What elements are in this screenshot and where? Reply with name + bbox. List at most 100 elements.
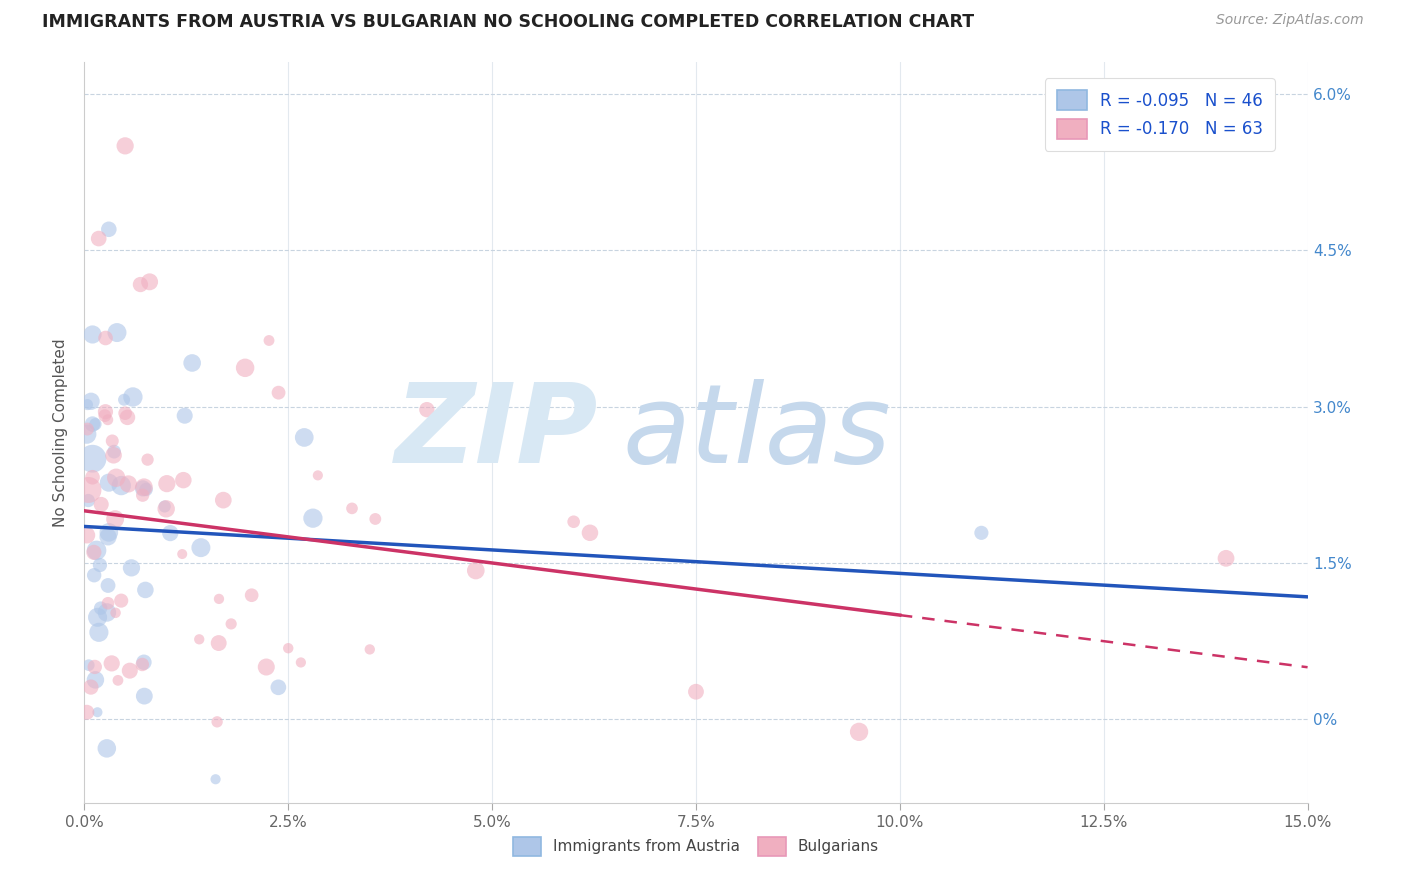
Point — [76, 706, 98, 720]
Point — [481, 435, 503, 450]
Point — [86, 610, 108, 624]
Point — [135, 483, 157, 497]
Text: atlas: atlas — [623, 379, 891, 486]
Y-axis label: No Schooling Completed: No Schooling Completed — [53, 338, 69, 527]
Point — [131, 657, 153, 672]
Point — [94, 331, 117, 345]
Point — [129, 277, 152, 292]
Point — [94, 409, 117, 423]
Point — [562, 515, 585, 529]
Point — [114, 406, 136, 420]
Point — [290, 656, 312, 670]
Point — [122, 390, 145, 404]
Point — [159, 526, 181, 541]
Point — [87, 231, 110, 245]
Point — [77, 493, 100, 508]
Point — [82, 327, 104, 342]
Point — [464, 564, 486, 578]
Point — [267, 681, 290, 695]
Point — [579, 525, 602, 540]
Point — [76, 422, 98, 436]
Point — [114, 139, 136, 153]
Point — [117, 410, 139, 425]
Point — [205, 714, 228, 729]
Point — [156, 476, 179, 491]
Point — [233, 360, 256, 375]
Point — [219, 616, 242, 631]
Point — [89, 558, 111, 572]
Point — [132, 655, 155, 669]
Point — [134, 689, 156, 703]
Point — [359, 642, 381, 657]
Point — [110, 478, 132, 492]
Point — [97, 525, 120, 540]
Point — [103, 444, 125, 458]
Point — [96, 741, 118, 756]
Point — [101, 434, 124, 448]
Point — [97, 578, 120, 592]
Point — [240, 588, 263, 602]
Point — [76, 427, 98, 442]
Point — [83, 568, 105, 582]
Point — [112, 392, 135, 407]
Point — [90, 497, 112, 511]
Point — [364, 512, 387, 526]
Point — [134, 582, 156, 597]
Legend: Immigrants from Austria, Bulgarians: Immigrants from Austria, Bulgarians — [508, 831, 884, 862]
Point — [103, 448, 125, 462]
Point — [84, 673, 107, 687]
Point — [97, 222, 120, 236]
Point — [155, 501, 177, 516]
Point — [105, 471, 128, 485]
Text: Source: ZipAtlas.com: Source: ZipAtlas.com — [1216, 13, 1364, 28]
Point — [97, 413, 120, 427]
Point — [86, 543, 108, 558]
Point — [208, 636, 231, 650]
Point — [173, 409, 195, 423]
Point — [110, 593, 132, 607]
Point — [84, 417, 107, 432]
Point — [80, 394, 103, 409]
Point — [172, 547, 194, 561]
Point — [77, 658, 100, 673]
Point — [181, 356, 204, 370]
Point — [87, 625, 110, 640]
Point — [83, 660, 105, 674]
Point — [138, 275, 160, 289]
Point — [83, 545, 105, 559]
Point — [970, 525, 993, 540]
Point — [136, 452, 159, 467]
Point — [80, 680, 103, 694]
Point — [340, 501, 363, 516]
Point — [208, 591, 231, 606]
Point — [76, 398, 98, 412]
Point — [131, 488, 153, 502]
Point — [97, 596, 120, 610]
Text: IMMIGRANTS FROM AUSTRIA VS BULGARIAN NO SCHOOLING COMPLETED CORRELATION CHART: IMMIGRANTS FROM AUSTRIA VS BULGARIAN NO … — [42, 13, 974, 31]
Point — [90, 601, 112, 615]
Point — [190, 541, 212, 555]
Text: ZIP: ZIP — [395, 379, 598, 486]
Point — [118, 664, 141, 678]
Point — [86, 705, 108, 719]
Point — [848, 724, 870, 739]
Point — [1215, 551, 1237, 566]
Point — [685, 684, 707, 698]
Point — [188, 632, 211, 647]
Point — [307, 468, 329, 483]
Point — [292, 430, 315, 444]
Point — [416, 402, 439, 417]
Point — [97, 530, 120, 544]
Point — [76, 528, 98, 542]
Point — [153, 500, 176, 514]
Point — [302, 511, 325, 525]
Point — [90, 848, 112, 863]
Point — [94, 405, 117, 419]
Point — [82, 470, 104, 484]
Point — [254, 660, 277, 674]
Point — [277, 641, 299, 656]
Point — [257, 334, 280, 348]
Point — [172, 473, 194, 487]
Point — [212, 493, 235, 508]
Point — [267, 385, 290, 400]
